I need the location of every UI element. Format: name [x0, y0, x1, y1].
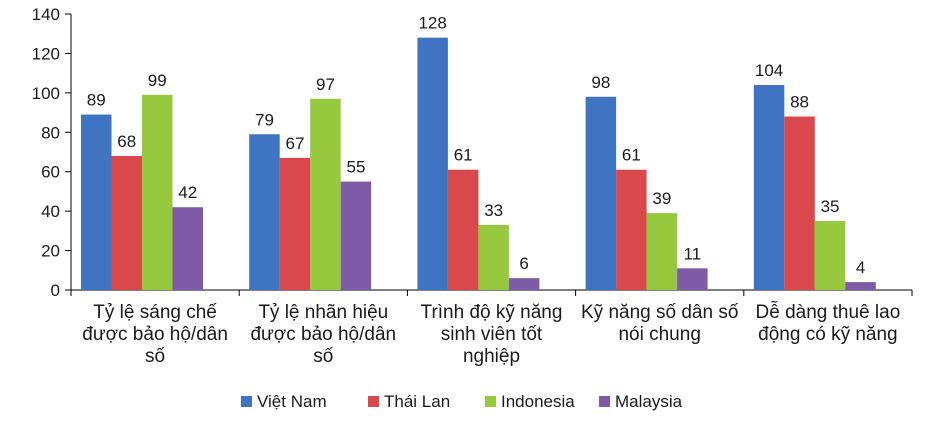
- legend-item: Malaysia: [599, 392, 683, 411]
- bar-malaysia: [508, 278, 540, 290]
- category-label: Kỹ năng số dân số nói chung: [581, 302, 739, 345]
- legend-item: Thái Lan: [368, 392, 450, 411]
- category-label-line: được bảo hộ/dân: [82, 324, 228, 345]
- bar-malaysia: [845, 282, 876, 290]
- legend-label: Việt Nam: [257, 392, 327, 411]
- bar-malaysia: [172, 207, 203, 290]
- data-label: 128: [418, 14, 446, 33]
- bar-malaysia: [340, 181, 372, 290]
- category-label-line: được bảo hộ/dân: [250, 324, 396, 345]
- data-label: 11: [684, 244, 702, 263]
- legend-swatch: [599, 396, 610, 407]
- y-tick-label: 40: [41, 202, 60, 221]
- bar-indonesia: [814, 221, 846, 290]
- data-label: 89: [87, 91, 106, 110]
- y-tick-label: 0: [51, 281, 60, 300]
- bar-việt-nam: [417, 37, 448, 291]
- category-label: Tỷ lệ nhãn hiệu được bảo hộ/dân số: [250, 302, 396, 367]
- y-tick-label: 140: [32, 5, 60, 24]
- bars: [81, 37, 876, 291]
- data-label: 55: [346, 158, 365, 177]
- legend-item: Indonesia: [485, 392, 575, 411]
- category-label-line: Tỷ lệ nhãn hiệu: [258, 302, 388, 323]
- y-tick-label: 100: [32, 84, 60, 103]
- category-label: Tỷ lệ sáng chế được bảo hộ/dân số: [82, 302, 228, 367]
- y-tick-label: 120: [32, 44, 60, 63]
- category-label: Dễ dàng thuê lao động có kỹ năng: [756, 301, 901, 345]
- category-label-line: Trình độ kỹ năng: [421, 302, 563, 323]
- data-label: 67: [285, 134, 304, 153]
- data-label: 39: [652, 189, 671, 208]
- data-label: 68: [117, 132, 136, 151]
- category-label-line: Kỹ năng số dân số: [581, 302, 739, 323]
- legend: Việt Nam Thái Lan Indonesia Malaysia: [241, 392, 683, 411]
- data-label: 97: [316, 75, 335, 94]
- category-label-line: số: [313, 346, 334, 367]
- bar-thái-lan: [279, 157, 311, 290]
- bar-malaysia: [677, 268, 708, 290]
- bar-việt-nam: [585, 96, 617, 290]
- bar-indonesia: [478, 224, 509, 290]
- data-label: 61: [454, 146, 473, 165]
- data-label: 42: [178, 183, 197, 202]
- data-label: 33: [484, 201, 503, 220]
- data-label: 88: [790, 93, 809, 112]
- legend-swatch: [485, 396, 496, 407]
- bar-việt-nam: [81, 114, 112, 291]
- y-tick-label: 20: [41, 242, 60, 261]
- category-label-line: nghiệp: [463, 346, 520, 367]
- bar-indonesia: [646, 213, 678, 290]
- data-label: 99: [148, 71, 167, 90]
- data-label: 61: [622, 146, 641, 165]
- data-label: 4: [856, 258, 865, 277]
- bar-indonesia: [142, 94, 173, 290]
- legend-swatch: [241, 396, 252, 407]
- data-label: 104: [755, 61, 783, 80]
- legend-swatch: [368, 396, 379, 407]
- y-tick-label: 80: [41, 123, 60, 142]
- y-axis-ticks: 0 20 40 60 80 100 120 140: [32, 5, 71, 300]
- category-label: Trình độ kỹ năng sinh viên tốt nghiệp: [421, 302, 563, 367]
- data-label: 98: [591, 73, 610, 92]
- bar-thái-lan: [616, 169, 647, 290]
- data-labels: 89 79 128 98 104 68 67 61 61 88 99 97 33 39 35 42 55 6 11 4: [87, 14, 865, 277]
- bar-việt-nam: [753, 84, 785, 290]
- bar-thái-lan: [111, 155, 142, 290]
- category-label-line: động có kỹ năng: [758, 324, 897, 345]
- data-label: 35: [821, 197, 840, 216]
- data-label: 6: [519, 254, 528, 273]
- category-label-line: nói chung: [618, 324, 700, 345]
- bar-indonesia: [310, 98, 341, 291]
- legend-label: Indonesia: [501, 392, 575, 411]
- category-label-line: Tỷ lệ sáng chế: [93, 302, 217, 323]
- data-label: 79: [255, 110, 274, 129]
- y-tick-label: 60: [41, 163, 60, 182]
- category-label-line: sinh viên tốt: [441, 324, 543, 345]
- legend-label: Thái Lan: [384, 392, 450, 411]
- bar-việt-nam: [249, 134, 280, 290]
- bar-thái-lan: [784, 116, 815, 290]
- bar-thái-lan: [447, 169, 479, 290]
- category-label-line: Dễ dàng thuê lao: [756, 301, 901, 323]
- legend-label: Malaysia: [615, 392, 683, 411]
- category-label-line: số: [145, 346, 166, 367]
- legend-item: Việt Nam: [241, 392, 327, 411]
